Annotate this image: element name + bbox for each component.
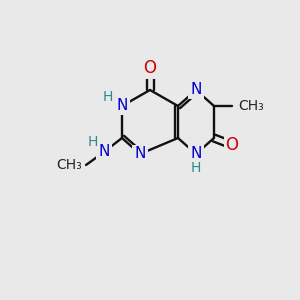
Text: CH₃: CH₃ [238,99,264,113]
Text: N: N [134,146,146,161]
Text: O: O [226,136,238,154]
Text: N: N [98,145,110,160]
Text: H: H [88,135,98,149]
Text: N: N [190,82,202,98]
Text: H: H [103,90,113,104]
Text: CH₃: CH₃ [56,158,82,172]
Text: O: O [143,59,157,77]
Text: H: H [191,161,201,175]
Text: N: N [116,98,128,113]
Text: N: N [190,146,202,161]
